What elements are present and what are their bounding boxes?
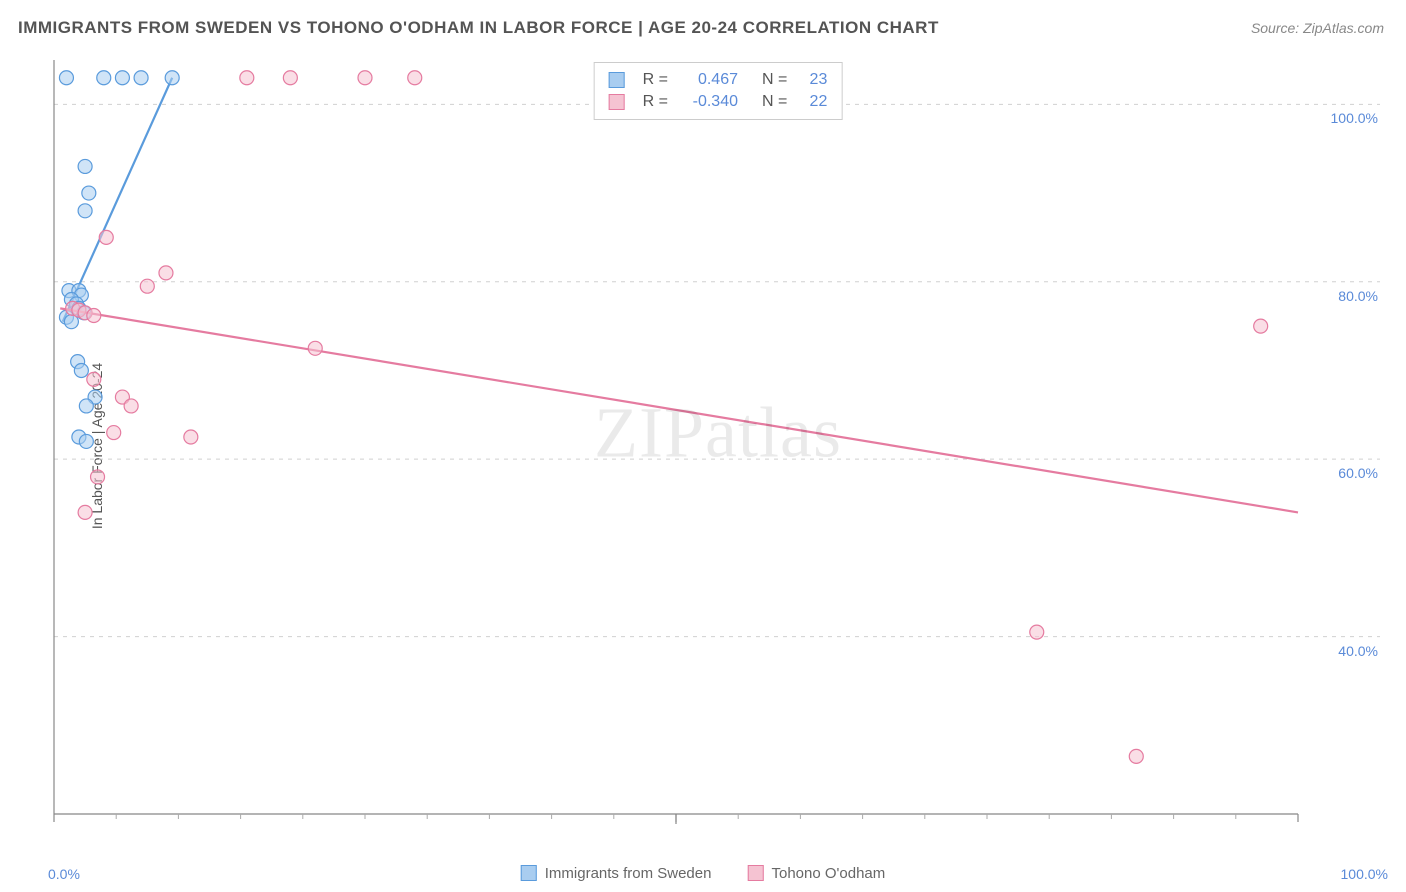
x-tick-min: 0.0% (48, 866, 80, 882)
legend-label: Immigrants from Sweden (545, 865, 712, 882)
r-value: 0.467 (678, 71, 738, 89)
n-label: N = (762, 93, 787, 111)
legend-item: Tohono O'odham (747, 865, 885, 882)
legend-swatch (747, 865, 763, 881)
r-label: R = (643, 93, 668, 111)
y-tick-label: 40.0% (1338, 643, 1378, 659)
n-label: N = (762, 71, 787, 89)
n-value: 23 (797, 71, 827, 89)
r-label: R = (643, 71, 668, 89)
stat-swatch (609, 94, 625, 110)
x-tick-max: 100.0% (1341, 866, 1388, 882)
y-tick-label: 100.0% (1331, 110, 1378, 126)
n-value: 22 (797, 93, 827, 111)
source-label: Source: ZipAtlas.com (1251, 20, 1384, 36)
stat-row: R = -0.340 N = 22 (609, 91, 828, 113)
legend: Immigrants from Sweden Tohono O'odham (521, 865, 886, 882)
legend-label: Tohono O'odham (771, 865, 885, 882)
legend-swatch (521, 865, 537, 881)
stat-swatch (609, 72, 625, 88)
stat-row: R = 0.467 N = 23 (609, 69, 828, 91)
r-value: -0.340 (678, 93, 738, 111)
correlation-stats-box: R = 0.467 N = 23 R = -0.340 N = 22 (594, 62, 843, 120)
scatter-plot: ZIPatlas R =0.467N =23R =-0.340N =22 40.… (48, 54, 1388, 844)
chart-title: IMMIGRANTS FROM SWEDEN VS TOHONO O'ODHAM… (18, 18, 939, 38)
y-tick-label: 80.0% (1338, 288, 1378, 304)
legend-item: Immigrants from Sweden (521, 865, 712, 882)
y-tick-label: 60.0% (1338, 465, 1378, 481)
